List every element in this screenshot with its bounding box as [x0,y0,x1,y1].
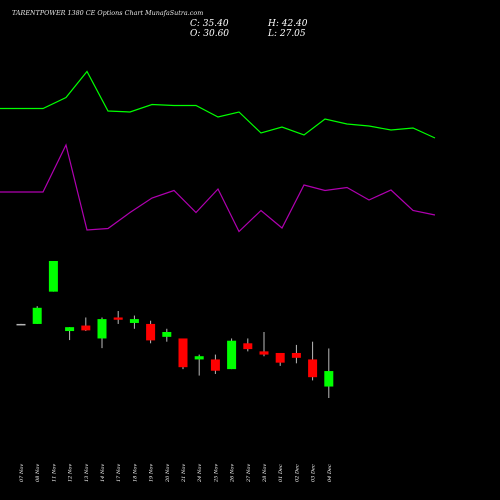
candle-14-nov [97,317,107,349]
x-tick-label: 01 Dec [278,464,284,482]
candle-body [162,332,172,337]
x-tick-label: 25 Nov [213,464,219,483]
candle-13-nov [81,317,91,332]
candle-18-nov [129,315,139,329]
candle-21-nov [178,338,188,370]
x-tick-label: 07 Nov [19,464,25,482]
candle-27-nov [243,338,253,352]
candle-02-dec [291,344,301,364]
chart-title: TARENTPOWER 1380 CE Options Chart Munafa… [12,9,204,17]
candle-28-nov [259,332,269,357]
x-tick-label: 20 Nov [165,464,171,483]
candle-04-dec [324,348,334,398]
candle-03-dec [308,341,318,381]
candle-body [275,352,285,363]
x-tick-label: 26 Nov [230,464,236,483]
candle-17-nov [113,311,123,324]
candle-08-nov [32,306,42,324]
x-tick-label: 12 Nov [68,464,74,482]
candle-20-nov [162,328,172,342]
x-tick-label: 19 Nov [149,464,155,482]
indicator-line-2 [0,143,436,233]
candle-12-nov [65,327,75,341]
candle-body [81,325,91,331]
x-tick-label: 03 Dec [311,464,317,482]
x-tick-label: 18 Nov [132,464,138,482]
candle-body [16,323,26,326]
x-tick-label: 17 Nov [116,464,122,482]
candle-body [113,317,123,320]
candle-11-nov [48,261,58,292]
candle-26-nov [227,338,237,370]
candle-25-nov [210,354,220,374]
candle-body [65,327,75,332]
candle-body [48,261,58,292]
candle-07-nov [16,323,26,326]
x-tick-label: 11 Nov [51,464,57,482]
candle-body [308,359,318,378]
x-tick-label: 24 Nov [197,464,203,483]
x-tick-label: 27 Nov [246,464,252,483]
candle-body [259,351,269,355]
x-tick-label: 02 Dec [294,464,300,482]
candle-body [227,340,237,370]
candle-body [178,338,188,368]
candle-body [324,371,334,387]
candle-body [194,356,204,360]
low-readout: L: 27.05 [268,29,306,39]
high-readout: H: 42.40 [268,19,308,29]
candle-body [291,352,301,358]
x-tick-label: 21 Nov [181,464,187,483]
candle-body [129,319,139,323]
x-tick-label: 28 Nov [262,464,268,483]
candle-body [32,307,42,324]
candle-01-dec [275,352,285,366]
candle-body [210,359,220,371]
x-tick-label: 04 Dec [327,464,333,482]
candle-19-nov [146,320,156,344]
candle-body [146,323,156,341]
x-tick-label: 13 Nov [84,464,90,482]
x-tick-label: 14 Nov [100,464,106,482]
candle-body [243,343,253,350]
x-tick-label: 08 Nov [35,464,41,482]
indicator-line-1 [0,70,436,139]
close-readout: C: 35.40 [190,19,229,29]
candle-24-nov [194,354,204,376]
open-readout: O: 30.60 [190,29,230,39]
candle-body [97,319,107,339]
